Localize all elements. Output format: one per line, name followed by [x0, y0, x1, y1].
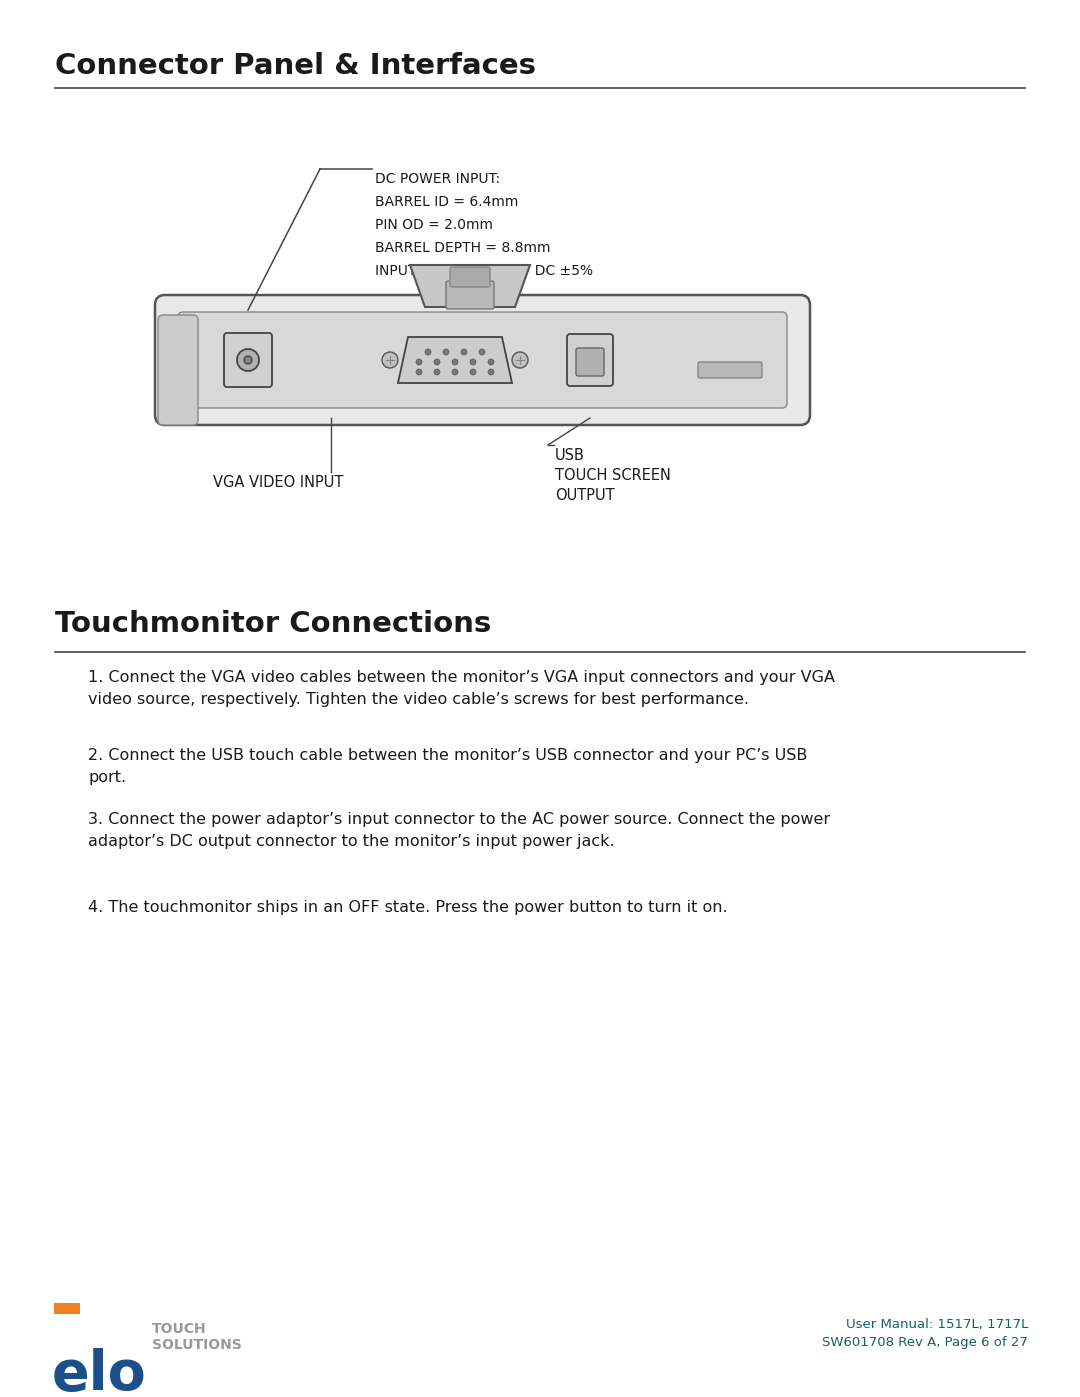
FancyBboxPatch shape: [224, 332, 272, 387]
Circle shape: [434, 369, 440, 374]
Text: 4. The touchmonitor ships in an OFF state. Press the power button to turn it on.: 4. The touchmonitor ships in an OFF stat…: [87, 900, 728, 915]
Text: Connector Panel & Interfaces: Connector Panel & Interfaces: [55, 52, 536, 80]
FancyBboxPatch shape: [156, 295, 810, 425]
Text: Touchmonitor Connections: Touchmonitor Connections: [55, 610, 491, 638]
Circle shape: [426, 349, 431, 355]
Circle shape: [434, 359, 440, 365]
FancyBboxPatch shape: [158, 314, 198, 425]
Text: 2. Connect the USB touch cable between the monitor’s USB connector and your PC’s: 2. Connect the USB touch cable between t…: [87, 747, 808, 785]
FancyBboxPatch shape: [178, 312, 787, 408]
Text: BARREL DEPTH = 8.8mm: BARREL DEPTH = 8.8mm: [375, 242, 551, 256]
Circle shape: [453, 369, 458, 374]
Text: 1. Connect the VGA video cables between the monitor’s VGA input connectors and y: 1. Connect the VGA video cables between …: [87, 671, 835, 707]
FancyBboxPatch shape: [450, 267, 490, 286]
FancyBboxPatch shape: [567, 334, 613, 386]
Text: elo: elo: [52, 1348, 147, 1397]
FancyBboxPatch shape: [576, 348, 604, 376]
Circle shape: [480, 349, 485, 355]
FancyBboxPatch shape: [446, 281, 494, 309]
Circle shape: [237, 349, 259, 372]
Text: VGA VIDEO INPUT: VGA VIDEO INPUT: [213, 475, 343, 490]
Circle shape: [512, 352, 528, 367]
Circle shape: [470, 369, 476, 374]
Circle shape: [244, 356, 252, 365]
Text: SOLUTIONS: SOLUTIONS: [152, 1338, 242, 1352]
Circle shape: [416, 359, 422, 365]
Text: PIN OD = 2.0mm: PIN OD = 2.0mm: [375, 218, 492, 232]
Text: SW601708 Rev A, Page 6 of 27: SW601708 Rev A, Page 6 of 27: [822, 1336, 1028, 1350]
Polygon shape: [399, 337, 512, 383]
Circle shape: [488, 359, 494, 365]
Text: TOUCH: TOUCH: [152, 1322, 206, 1336]
Text: 3. Connect the power adaptor’s input connector to the AC power source. Connect t: 3. Connect the power adaptor’s input con…: [87, 812, 831, 848]
Circle shape: [461, 349, 467, 355]
Text: INPUT VOLTAGE = 12V DC ±5%: INPUT VOLTAGE = 12V DC ±5%: [375, 264, 593, 278]
Circle shape: [453, 359, 458, 365]
Circle shape: [416, 369, 422, 374]
Circle shape: [382, 352, 399, 367]
FancyBboxPatch shape: [698, 362, 762, 379]
Text: BARREL ID = 6.4mm: BARREL ID = 6.4mm: [375, 196, 518, 210]
Bar: [54, 1303, 80, 1315]
Text: DC POWER INPUT:: DC POWER INPUT:: [375, 172, 500, 186]
Polygon shape: [410, 265, 530, 307]
Text: User Manual: 1517L, 1717L: User Manual: 1517L, 1717L: [846, 1317, 1028, 1331]
Text: USB
TOUCH SCREEN
OUTPUT: USB TOUCH SCREEN OUTPUT: [555, 448, 671, 503]
Circle shape: [470, 359, 476, 365]
Circle shape: [443, 349, 449, 355]
Circle shape: [488, 369, 494, 374]
